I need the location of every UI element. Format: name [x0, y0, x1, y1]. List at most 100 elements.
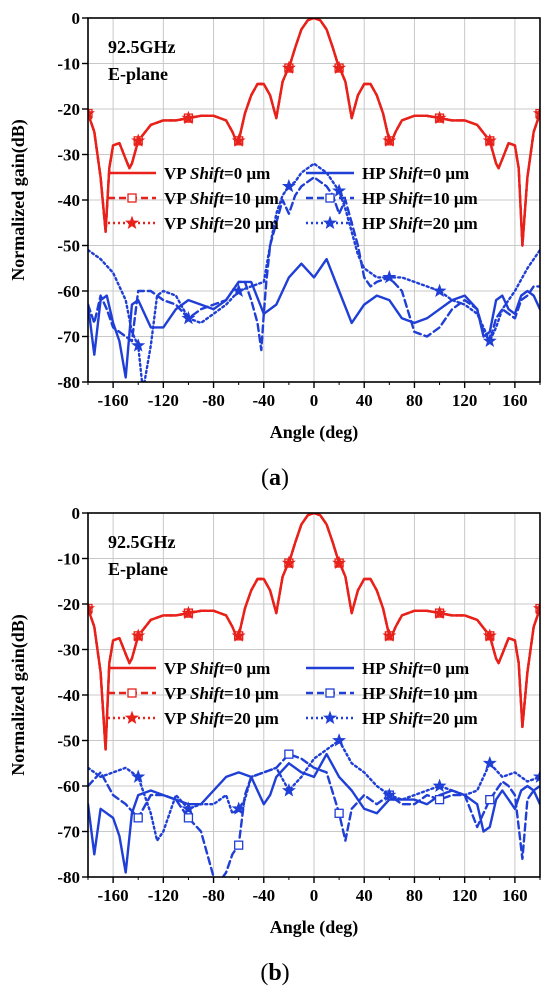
legend-label-1-5: HP Shift=20 μm [362, 709, 478, 728]
marker-star-1-5-3 [281, 783, 296, 797]
marker-star-0-2-8 [482, 133, 497, 147]
x-tick-label-0-3: -40 [252, 391, 275, 410]
x-tick-label-0-7: 120 [452, 391, 478, 410]
marker-star-0-2-7 [432, 110, 447, 125]
y-tick-label-0-4: -40 [57, 191, 80, 210]
marker-star-0-2-2 [181, 110, 196, 125]
legend-label-0-2: VP Shift=10 μm [164, 189, 279, 208]
marker-star-0-legend-5 [322, 215, 338, 230]
x-tick-label-0-5: 40 [356, 391, 373, 410]
y-tick-label-0-6: -60 [57, 282, 80, 301]
legend-label-1-4: VP Shift=20 μm [164, 709, 279, 728]
legend-label-1-3: HP Shift=10 μm [362, 684, 478, 703]
plot-area-1 [88, 513, 540, 877]
marker-star-1-2-0 [88, 601, 96, 615]
x-tick-label-0-4: 0 [310, 391, 319, 410]
y-tick-label-1-6: -60 [57, 777, 80, 796]
annotation-plane-1: E-plane [108, 559, 168, 579]
legend-label-1-0: VP Shift=0 μm [164, 659, 270, 678]
series-line-1-3 [88, 752, 540, 874]
x-tick-label-0-2: -80 [202, 391, 225, 410]
marker-star-1-legend-4 [124, 710, 140, 725]
marker-star-0-5-7 [482, 333, 497, 348]
marker-square-1-4-1 [183, 813, 194, 823]
marker-square-1-legend-3 [325, 688, 335, 698]
marker-star-0-2-9 [532, 106, 540, 120]
x-tick-label-0-6: 80 [406, 391, 423, 410]
marker-star-1-5-8 [532, 769, 540, 783]
legend-label-0-1: HP Shift=0 μm [362, 164, 469, 183]
y-tick-label-0-3: -30 [57, 146, 80, 165]
y-tick-label-1-1: -10 [57, 550, 80, 569]
marker-star-1-5-1 [181, 801, 196, 815]
chart-panel-b: -160 -120 -80 -40 0 40 80 120 160 0 -10 -20 -30 -40 -5… [8, 504, 541, 986]
marker-star-0-5-3 [281, 178, 296, 193]
y-tick-label-1-0: 0 [72, 504, 81, 523]
series-line-1-2 [88, 513, 540, 751]
marker-star-1-5-2 [231, 801, 246, 815]
marker-square-1-4-2 [234, 840, 244, 850]
marker-square-1-4-0 [133, 813, 143, 823]
y-tick-label-0-8: -80 [57, 373, 80, 392]
marker-star-1-2-4 [281, 555, 296, 569]
y-tick-label-1-7: -70 [57, 823, 80, 842]
panel-label-0: (a) [261, 465, 289, 491]
marker-star-0-5-6 [432, 283, 447, 298]
y-tick-label-1-2: -20 [57, 595, 80, 614]
marker-star-0-2-5 [332, 60, 347, 74]
marker-star-0-5-2 [231, 283, 246, 298]
plot-area-0 [88, 18, 540, 382]
marker-star-1-5-7 [482, 755, 497, 770]
x-tick-label-1-5: 40 [356, 886, 373, 905]
marker-star-0-2-3 [231, 133, 246, 147]
marker-square-0-legend-2 [127, 193, 137, 203]
panel-label-1: (b) [260, 960, 289, 986]
x-tick-label-1-8: 160 [502, 886, 528, 905]
y-axis-title-1: Normalized gain(dB) [8, 614, 29, 776]
marker-square-0-legend-3 [325, 193, 335, 203]
marker-square-1-4-3 [284, 749, 294, 759]
annotation-frequency-0: 92.5GHz [108, 37, 176, 57]
marker-star-0-2-6 [382, 133, 397, 147]
marker-star-0-2-1 [131, 133, 146, 147]
x-tick-label-1-0: -160 [98, 886, 129, 905]
x-axis-title-1: Angle (deg) [270, 917, 359, 938]
marker-star-1-2-5 [332, 555, 347, 569]
x-tick-label-1-1: -120 [148, 886, 179, 905]
marker-star-0-2-4 [281, 60, 296, 74]
series-line-0-2 [88, 18, 540, 247]
x-axis-title-0: Angle (deg) [270, 422, 359, 443]
marker-star-1-2-3 [231, 628, 246, 642]
legend-label-1-1: HP Shift=0 μm [362, 659, 469, 678]
marker-star-1-2-8 [482, 628, 497, 642]
y-tick-label-1-4: -40 [57, 686, 80, 705]
series-line-0-3 [88, 257, 540, 379]
legend-label-0-4: VP Shift=20 μm [164, 214, 279, 233]
series-line-0-4 [88, 176, 540, 352]
legend-label-1-2: VP Shift=10 μm [164, 684, 279, 703]
marker-star-0-legend-4 [124, 215, 140, 230]
y-tick-label-1-8: -80 [57, 868, 80, 887]
legend-label-0-0: VP Shift=0 μm [164, 164, 270, 183]
marker-star-1-2-6 [382, 628, 397, 642]
y-tick-label-0-0: 0 [72, 9, 81, 28]
marker-star-1-5-0 [131, 769, 146, 783]
marker-star-0-5-4 [332, 183, 347, 197]
marker-star-1-2-1 [131, 628, 146, 642]
x-tick-label-0-8: 160 [502, 391, 528, 410]
marker-star-1-2-2 [181, 605, 196, 620]
y-axis-title-0: Normalized gain(dB) [8, 119, 29, 281]
marker-star-1-2-7 [432, 605, 447, 620]
legend-label-0-5: HP Shift=20 μm [362, 214, 478, 233]
marker-star-0-5-5 [382, 270, 397, 284]
x-tick-label-1-4: 0 [310, 886, 319, 905]
marker-star-1-5-6 [432, 778, 447, 793]
y-tick-label-0-2: -20 [57, 100, 80, 119]
marker-star-0-5-1 [181, 310, 196, 325]
y-tick-label-0-5: -50 [57, 237, 80, 256]
marker-star-1-5-4 [332, 733, 347, 747]
marker-star-0-2-0 [88, 106, 96, 120]
y-tick-label-0-1: -10 [57, 55, 80, 74]
x-tick-label-1-7: 120 [452, 886, 478, 905]
